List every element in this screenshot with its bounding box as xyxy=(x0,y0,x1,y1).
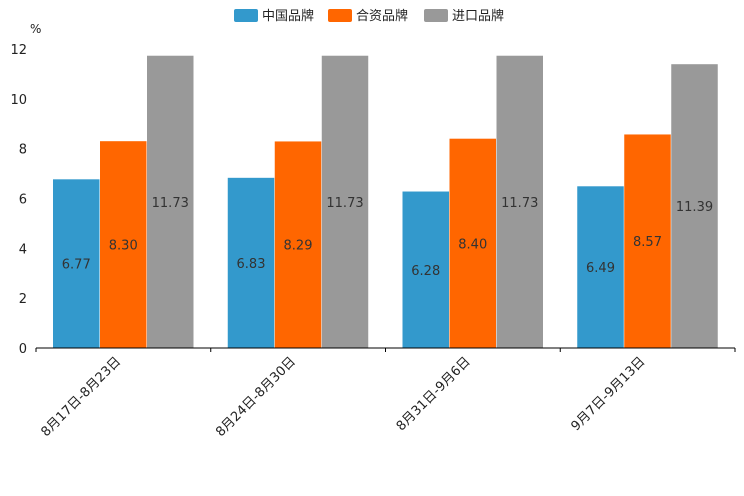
legend-item[interactable]: 进口品牌 xyxy=(424,8,504,24)
bar[interactable] xyxy=(577,186,624,348)
y-tick-label: 4 xyxy=(19,242,27,257)
bar[interactable] xyxy=(147,55,194,348)
bar[interactable] xyxy=(274,141,322,348)
bar[interactable] xyxy=(671,64,718,349)
legend-label: 合资品牌 xyxy=(356,8,408,24)
bar[interactable] xyxy=(496,55,544,348)
legend-swatch xyxy=(234,9,258,22)
x-tick-label: 9月7日-9月13日 xyxy=(569,354,649,434)
bar[interactable] xyxy=(624,134,671,348)
plot-area: 6.77 8.30 11.73 6.83 8.29 11.73 6.28 8.40 11.73 6… xyxy=(53,55,718,349)
data-label: 8.57 xyxy=(633,235,662,250)
data-label: 6.83 xyxy=(237,257,266,272)
y-tick-label: 12 xyxy=(10,43,27,58)
data-label: 11.73 xyxy=(501,196,538,211)
data-label: 6.49 xyxy=(586,261,615,276)
legend-label: 中国品牌 xyxy=(262,8,314,24)
y-axis: 0 2 4 6 8 10 12 xyxy=(10,43,27,357)
x-tick-label: 8月24日-8月30日 xyxy=(213,354,299,440)
y-tick-label: 0 xyxy=(19,342,27,357)
x-axis: 8月17日-8月23日 8月24日-8月30日 8月31日-9月6日 9月7日-9月1… xyxy=(35,347,736,440)
data-label: 11.73 xyxy=(326,196,363,211)
legend-swatch xyxy=(328,9,352,22)
bar[interactable] xyxy=(53,179,100,348)
y-tick-label: 2 xyxy=(19,292,27,307)
legend-item[interactable]: 中国品牌 xyxy=(234,8,314,24)
y-tick-label: 6 xyxy=(19,193,27,208)
data-label: 8.29 xyxy=(284,239,313,254)
data-label: 8.30 xyxy=(109,239,138,254)
bar[interactable] xyxy=(449,138,497,348)
bar[interactable] xyxy=(100,141,147,348)
y-axis-unit-label: % xyxy=(30,22,41,36)
data-label: 11.73 xyxy=(152,196,189,211)
legend-swatch xyxy=(424,9,448,22)
x-tick-label: 8月17日-8月23日 xyxy=(38,354,124,440)
legend: 中国品牌 合资品牌 进口品牌 xyxy=(234,8,504,24)
bar[interactable] xyxy=(227,177,275,348)
data-label: 11.39 xyxy=(676,200,713,215)
bar[interactable] xyxy=(321,55,369,348)
legend-label: 进口品牌 xyxy=(452,8,504,24)
y-tick-label: 10 xyxy=(10,93,27,108)
data-label: 8.40 xyxy=(458,237,487,252)
data-label: 6.28 xyxy=(411,264,440,279)
data-label: 6.77 xyxy=(62,258,91,273)
bar[interactable] xyxy=(402,191,450,348)
y-tick-label: 8 xyxy=(19,143,27,158)
x-tick-label: 8月31日-9月6日 xyxy=(394,354,474,434)
legend-item[interactable]: 合资品牌 xyxy=(328,8,408,24)
